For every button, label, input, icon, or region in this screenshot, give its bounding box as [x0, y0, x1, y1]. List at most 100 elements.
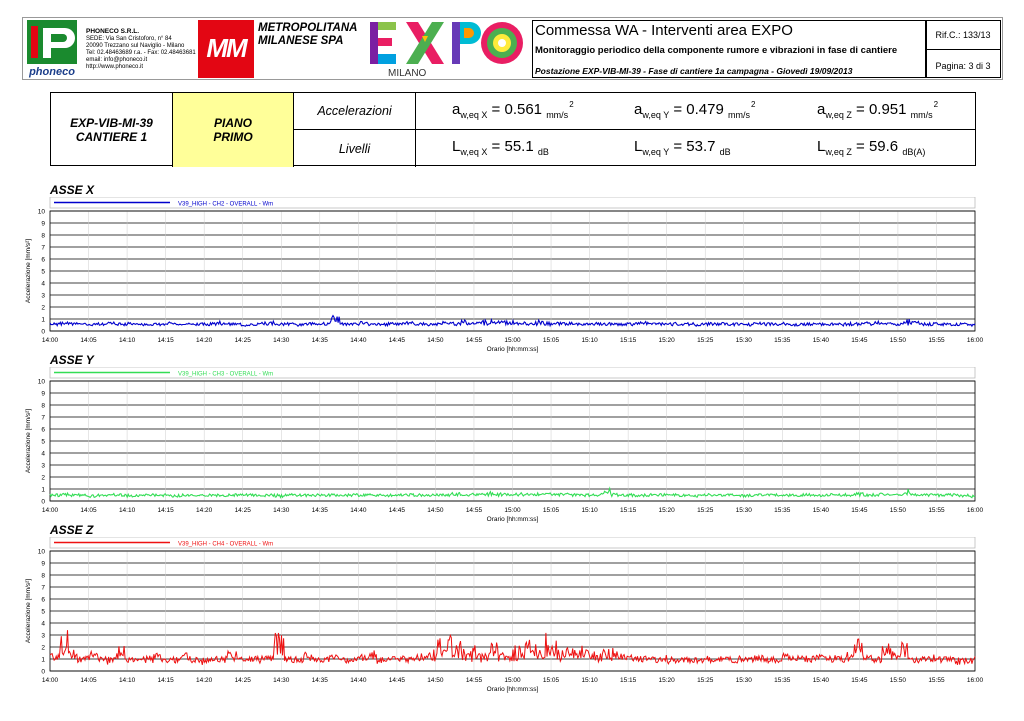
- y-tick-label: 0: [41, 499, 45, 506]
- y-axis-label: Accelerazione [mm/s²]: [25, 409, 32, 473]
- lev-z-value: Lw,eq Z = 59.6 dB(A): [817, 138, 926, 157]
- acceleration-values-row: aw,eq X = 0.561 mm/s2 aw,eq Y = 0.479 mm…: [416, 93, 975, 130]
- x-tick-label: 16:00: [967, 677, 984, 684]
- x-tick-label: 14:25: [235, 337, 252, 344]
- x-tick-label: 14:50: [427, 337, 444, 344]
- x-tick-label: 14:00: [42, 337, 59, 344]
- x-tick-label: 15:50: [890, 337, 907, 344]
- y-tick-label: 1: [41, 657, 45, 664]
- x-tick-label: 15:30: [736, 677, 753, 684]
- acc-y-value: aw,eq Y = 0.479 mm/s2: [634, 100, 756, 120]
- x-tick-label: 15:10: [581, 507, 598, 514]
- chart-y-title: ASSE Y: [50, 353, 94, 367]
- plot-frame: [49, 380, 976, 502]
- x-tick-label: 14:15: [157, 337, 174, 344]
- x-tick-label: 14:40: [350, 677, 367, 684]
- y-tick-label: 9: [41, 221, 45, 228]
- y-tick-label: 3: [41, 293, 45, 300]
- x-tick-label: 15:25: [697, 507, 714, 514]
- x-tick-label: 14:20: [196, 337, 213, 344]
- x-axis-label: Orario [hh:mm:ss]: [487, 346, 539, 353]
- x-tick-label: 15:25: [697, 337, 714, 344]
- x-tick-label: 15:40: [813, 677, 830, 684]
- x-tick-label: 15:30: [736, 507, 753, 514]
- x-tick-label: 16:00: [967, 337, 984, 344]
- x-tick-label: 14:00: [42, 677, 59, 684]
- plot-frame: [49, 210, 976, 332]
- x-tick-label: 15:50: [890, 677, 907, 684]
- x-tick-label: 14:10: [119, 677, 136, 684]
- x-tick-label: 15:10: [581, 677, 598, 684]
- reference-number: Rif.C.: 133/13: [935, 30, 991, 40]
- client-line2: MILANESE SPA: [258, 35, 344, 47]
- y-tick-label: 1: [41, 317, 45, 324]
- x-axis-label: Orario [hh:mm:ss]: [487, 516, 539, 523]
- series-line: [49, 486, 976, 499]
- y-tick-label: 5: [41, 609, 45, 616]
- x-tick-label: 15:05: [543, 677, 560, 684]
- x-tick-label: 14:15: [157, 507, 174, 514]
- station-cell: EXP-VIB-MI-39 CANTIERE 1: [51, 93, 173, 167]
- y-tick-label: 10: [38, 549, 46, 556]
- x-tick-label: 15:05: [543, 507, 560, 514]
- acc-x-value: aw,eq X = 0.561 mm/s2: [452, 100, 574, 120]
- x-tick-label: 14:45: [389, 337, 406, 344]
- x-tick-label: 15:00: [504, 507, 521, 514]
- y-axis-label: Accelerazione [mm/s²]: [25, 579, 32, 643]
- chart-axis-z: V39_HIGH - CH4 - OVERALL - Wm 0 1 2 3 4 5 6 7 8 9 1…: [25, 537, 984, 693]
- summary-table: EXP-VIB-MI-39 CANTIERE 1 PIANO PRIMO Acc…: [50, 92, 976, 167]
- x-tick-label: 14:25: [235, 677, 252, 684]
- y-tick-label: 7: [41, 245, 45, 252]
- lev-y-value: Lw,eq Y = 53.7 dB: [634, 138, 731, 157]
- floor-cell: PIANO PRIMO: [173, 93, 294, 167]
- y-tick-label: 6: [41, 257, 45, 264]
- x-tick-label: 14:50: [427, 507, 444, 514]
- legend-label: V39_HIGH - CH4 - OVERALL - Wm: [178, 542, 273, 548]
- x-tick-label: 15:15: [620, 337, 637, 344]
- level-values-row: Lw,eq X = 55.1 dB Lw,eq Y = 53.7 dB Lw,e…: [416, 130, 975, 167]
- plot-frame: [49, 550, 976, 672]
- x-axis-label: Orario [hh:mm:ss]: [487, 686, 539, 693]
- chart-x-title: ASSE X: [50, 183, 95, 197]
- y-tick-label: 4: [41, 621, 45, 628]
- y-tick-label: 5: [41, 439, 45, 446]
- x-tick-label: 14:55: [466, 677, 483, 684]
- x-tick-label: 14:45: [389, 677, 406, 684]
- acc-z-value: aw,eq Z = 0.951 mm/s2: [817, 100, 939, 120]
- expo-city: MILANO: [388, 68, 427, 78]
- company-web: http://www.phoneco.it: [86, 64, 144, 70]
- x-tick-label: 14:55: [466, 337, 483, 344]
- y-tick-label: 3: [41, 463, 45, 470]
- y-tick-label: 2: [41, 645, 45, 652]
- x-tick-label: 15:15: [620, 677, 637, 684]
- x-tick-label: 14:50: [427, 677, 444, 684]
- y-tick-label: 9: [41, 391, 45, 398]
- x-tick-label: 15:45: [851, 337, 868, 344]
- company-city: 20090 Trezzano sul Naviglio - Milano: [86, 43, 185, 49]
- phoneco-logo-text: phoneco: [28, 66, 75, 78]
- x-tick-label: 15:25: [697, 677, 714, 684]
- client-name: METROPOLITANA MILANESE SPA: [258, 22, 357, 48]
- y-tick-label: 8: [41, 403, 45, 410]
- header-title-box: [532, 20, 926, 78]
- lev-x-value: Lw,eq X = 55.1 dB: [452, 138, 549, 157]
- station-line: Postazione EXP-VIB-MI-39 - Fase di canti…: [535, 66, 853, 76]
- x-tick-label: 15:20: [659, 507, 676, 514]
- y-tick-label: 8: [41, 233, 45, 240]
- header-ref-divider: [926, 49, 1001, 50]
- x-tick-label: 14:45: [389, 507, 406, 514]
- floor-line2: PRIMO: [213, 130, 253, 144]
- x-tick-label: 15:55: [928, 507, 945, 514]
- x-tick-label: 15:50: [890, 507, 907, 514]
- x-tick-label: 14:15: [157, 677, 174, 684]
- x-tick-label: 16:00: [967, 507, 984, 514]
- mm-logo: MM: [198, 20, 254, 78]
- x-tick-label: 14:05: [80, 507, 97, 514]
- legend-box: [49, 367, 976, 379]
- x-tick-label: 15:20: [659, 677, 676, 684]
- x-tick-label: 14:20: [196, 507, 213, 514]
- expo-logo: MILANO: [370, 22, 523, 78]
- x-tick-label: 15:30: [736, 337, 753, 344]
- report-subtitle: Monitoraggio periodico della componente …: [535, 45, 898, 56]
- x-tick-label: 15:55: [928, 337, 945, 344]
